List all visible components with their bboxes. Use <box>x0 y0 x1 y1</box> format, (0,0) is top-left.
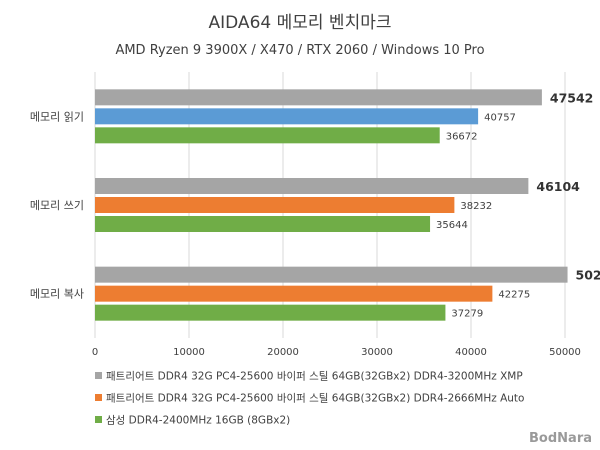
data-label: 46104 <box>536 179 580 194</box>
bar <box>95 89 542 106</box>
legend-label: 삼성 DDR4-2400MHz 16GB (8GBx2) <box>106 415 290 427</box>
watermark-logo: BodNara <box>529 431 592 446</box>
bar <box>95 216 431 232</box>
bar <box>95 127 440 144</box>
data-label: 50270 <box>576 268 600 283</box>
x-tick-label: 0 <box>92 347 98 358</box>
x-tick-label: 50000 <box>549 347 581 358</box>
bar-layer <box>95 89 568 321</box>
chart-subtitle: AMD Ryzen 9 3900X / X470 / RTX 2060 / Wi… <box>115 43 484 58</box>
category-label: 메모리 쓰기 <box>30 199 84 212</box>
legend-swatch <box>95 372 102 379</box>
category-label: 메모리 읽기 <box>30 110 84 123</box>
data-label: 40757 <box>484 112 516 123</box>
bar <box>95 197 455 213</box>
bar <box>95 285 493 302</box>
x-tick-label: 20000 <box>267 347 299 358</box>
x-tick-label: 30000 <box>361 347 393 358</box>
category-label: 메모리 복사 <box>30 288 84 301</box>
legend-label: 패트리어트 DDR4 32G PC4-25600 바이퍼 스틸 64GB(32G… <box>106 392 524 405</box>
x-tick-label: 10000 <box>173 347 205 358</box>
data-label: 47542 <box>550 90 594 105</box>
bar <box>95 178 529 194</box>
x-tick-label: 40000 <box>455 347 487 358</box>
bar <box>95 304 446 321</box>
bar <box>95 108 479 125</box>
legend: 패트리어트 DDR4 32G PC4-25600 바이퍼 스틸 64GB(32G… <box>95 370 524 427</box>
data-label: 42275 <box>498 290 530 301</box>
bar <box>95 266 568 283</box>
data-label: 35644 <box>436 220 468 231</box>
legend-label: 패트리어트 DDR4 32G PC4-25600 바이퍼 스틸 64GB(32G… <box>106 370 523 383</box>
data-label: 36672 <box>446 131 478 142</box>
legend-swatch <box>95 394 102 401</box>
data-label: 38232 <box>460 201 492 212</box>
label-layer: 0 10000 20000 30000 40000 50000 메모리 읽기 47542 407… <box>30 90 600 358</box>
data-label: 37279 <box>451 309 483 320</box>
chart-title: AIDA64 메모리 벤치마크 <box>209 13 392 33</box>
legend-swatch <box>95 416 102 423</box>
